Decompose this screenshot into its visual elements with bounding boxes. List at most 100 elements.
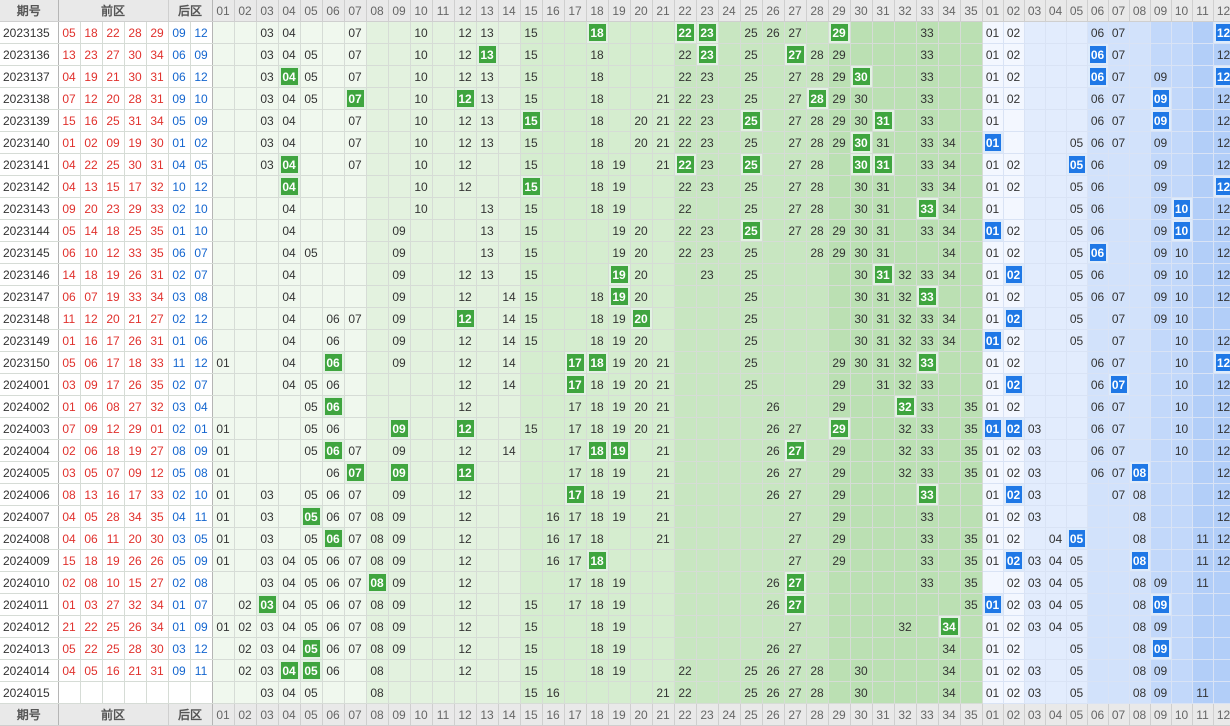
front-drawn-cell: 33 <box>916 351 939 374</box>
front-number: 17 <box>124 175 147 198</box>
front-trend-cell <box>542 241 565 264</box>
bottom-header-front-col: 10 <box>410 703 433 726</box>
back-trend-cell <box>1171 593 1193 616</box>
front-trend-cell <box>718 549 741 572</box>
front-trend-cell: 26 <box>762 395 785 418</box>
back-trend-cell: 01 <box>982 659 1004 682</box>
front-trend-cell <box>322 43 345 66</box>
front-trend-cell: 15 <box>520 65 543 88</box>
back-trend-cell <box>1045 285 1067 308</box>
back-number: 06 <box>168 65 191 88</box>
back-trend-cell: 09 <box>1150 659 1172 682</box>
front-trend-cell: 25 <box>740 87 763 110</box>
front-trend-cell <box>278 461 301 484</box>
bottom-header-front-col: 07 <box>344 703 367 726</box>
front-trend-cell <box>960 21 983 44</box>
front-trend-cell <box>696 373 719 396</box>
top-header-front-col: 27 <box>784 0 807 22</box>
back-trend-cell: 02 <box>1003 351 1025 374</box>
front-trend-cell: 25 <box>740 175 763 198</box>
back-trend-cell: 12 <box>1213 373 1230 396</box>
front-trend-cell: 08 <box>366 549 389 572</box>
top-header-front-col: 08 <box>366 0 389 22</box>
front-trend-cell <box>366 285 389 308</box>
back-trend-cell <box>1192 483 1214 506</box>
back-trend-cell: 12 <box>1213 395 1230 418</box>
back-trend-cell <box>1150 483 1172 506</box>
front-trend-cell <box>454 219 477 242</box>
front-trend-cell: 17 <box>564 395 587 418</box>
front-trend-cell <box>256 439 279 462</box>
front-trend-cell <box>586 263 609 286</box>
bottom-header-front-col: 32 <box>894 703 917 726</box>
back-trend-cell: 12 <box>1213 131 1230 154</box>
back-trend-cell <box>1213 659 1230 682</box>
front-trend-cell <box>872 43 895 66</box>
back-trend-cell: 10 <box>1171 263 1193 286</box>
front-trend-cell <box>498 263 521 286</box>
top-header-row: 期号 前区 后区 01 02 03 04 05 06 07 08 09 10 11 12 13 14 15 16 17… <box>0 0 1230 22</box>
front-drawn-cell: 31 <box>872 263 895 286</box>
front-trend-cell <box>278 527 301 550</box>
front-trend-cell <box>520 461 543 484</box>
front-number: 21 <box>58 615 81 638</box>
back-trend-cell <box>1192 395 1214 418</box>
front-trend-cell <box>938 21 961 44</box>
front-trend-cell <box>454 241 477 264</box>
front-number: 05 <box>58 351 81 374</box>
bottom-header-front-col: 06 <box>322 703 345 726</box>
back-trend-cell <box>1171 505 1193 528</box>
top-header-back-col: 10 <box>1171 0 1193 22</box>
front-number: 19 <box>102 263 125 286</box>
back-drawn-cell: 02 <box>1003 263 1025 286</box>
front-trend-cell <box>388 109 411 132</box>
front-trend-cell <box>542 659 565 682</box>
back-drawn-cell: 02 <box>1003 549 1025 572</box>
front-trend-cell: 12 <box>454 593 477 616</box>
front-trend-cell <box>234 285 257 308</box>
back-trend-cell: 10 <box>1171 417 1193 440</box>
front-trend-cell <box>476 351 499 374</box>
front-trend-cell <box>564 65 587 88</box>
back-trend-cell <box>1024 21 1046 44</box>
front-trend-cell <box>630 461 653 484</box>
front-trend-cell <box>894 109 917 132</box>
front-number: 09 <box>124 461 147 484</box>
front-trend-cell <box>564 131 587 154</box>
front-trend-cell: 06 <box>322 549 345 572</box>
front-number: 22 <box>102 21 125 44</box>
front-trend-cell: 26 <box>762 571 785 594</box>
back-drawn-cell: 09 <box>1150 637 1172 660</box>
front-trend-cell <box>476 659 499 682</box>
front-drawn-cell: 23 <box>696 43 719 66</box>
back-number: 07 <box>190 373 213 396</box>
front-trend-cell <box>762 307 785 330</box>
front-number: 16 <box>102 483 125 506</box>
back-trend-cell <box>1150 329 1172 352</box>
back-trend-cell: 03 <box>1024 549 1046 572</box>
back-trend-cell <box>1171 615 1193 638</box>
back-number: 05 <box>168 549 191 572</box>
front-trend-cell: 09 <box>388 527 411 550</box>
front-trend-cell <box>212 153 235 176</box>
back-trend-cell <box>1024 637 1046 660</box>
front-trend-cell <box>696 285 719 308</box>
front-trend-cell <box>828 637 851 660</box>
front-trend-cell <box>322 175 345 198</box>
front-trend-cell <box>872 615 895 638</box>
front-trend-cell: 07 <box>344 571 367 594</box>
front-trend-cell: 29 <box>828 439 851 462</box>
front-trend-cell: 25 <box>740 285 763 308</box>
front-trend-cell: 09 <box>388 285 411 308</box>
front-trend-cell <box>894 571 917 594</box>
back-trend-cell: 07 <box>1108 329 1130 352</box>
front-trend-cell <box>432 219 455 242</box>
front-trend-cell: 13 <box>476 219 499 242</box>
front-number: 14 <box>80 219 103 242</box>
front-trend-cell <box>630 681 653 704</box>
front-trend-cell <box>498 593 521 616</box>
front-trend-cell: 05 <box>300 373 323 396</box>
back-trend-cell <box>1150 395 1172 418</box>
front-trend-cell <box>872 571 895 594</box>
front-trend-cell <box>432 571 455 594</box>
